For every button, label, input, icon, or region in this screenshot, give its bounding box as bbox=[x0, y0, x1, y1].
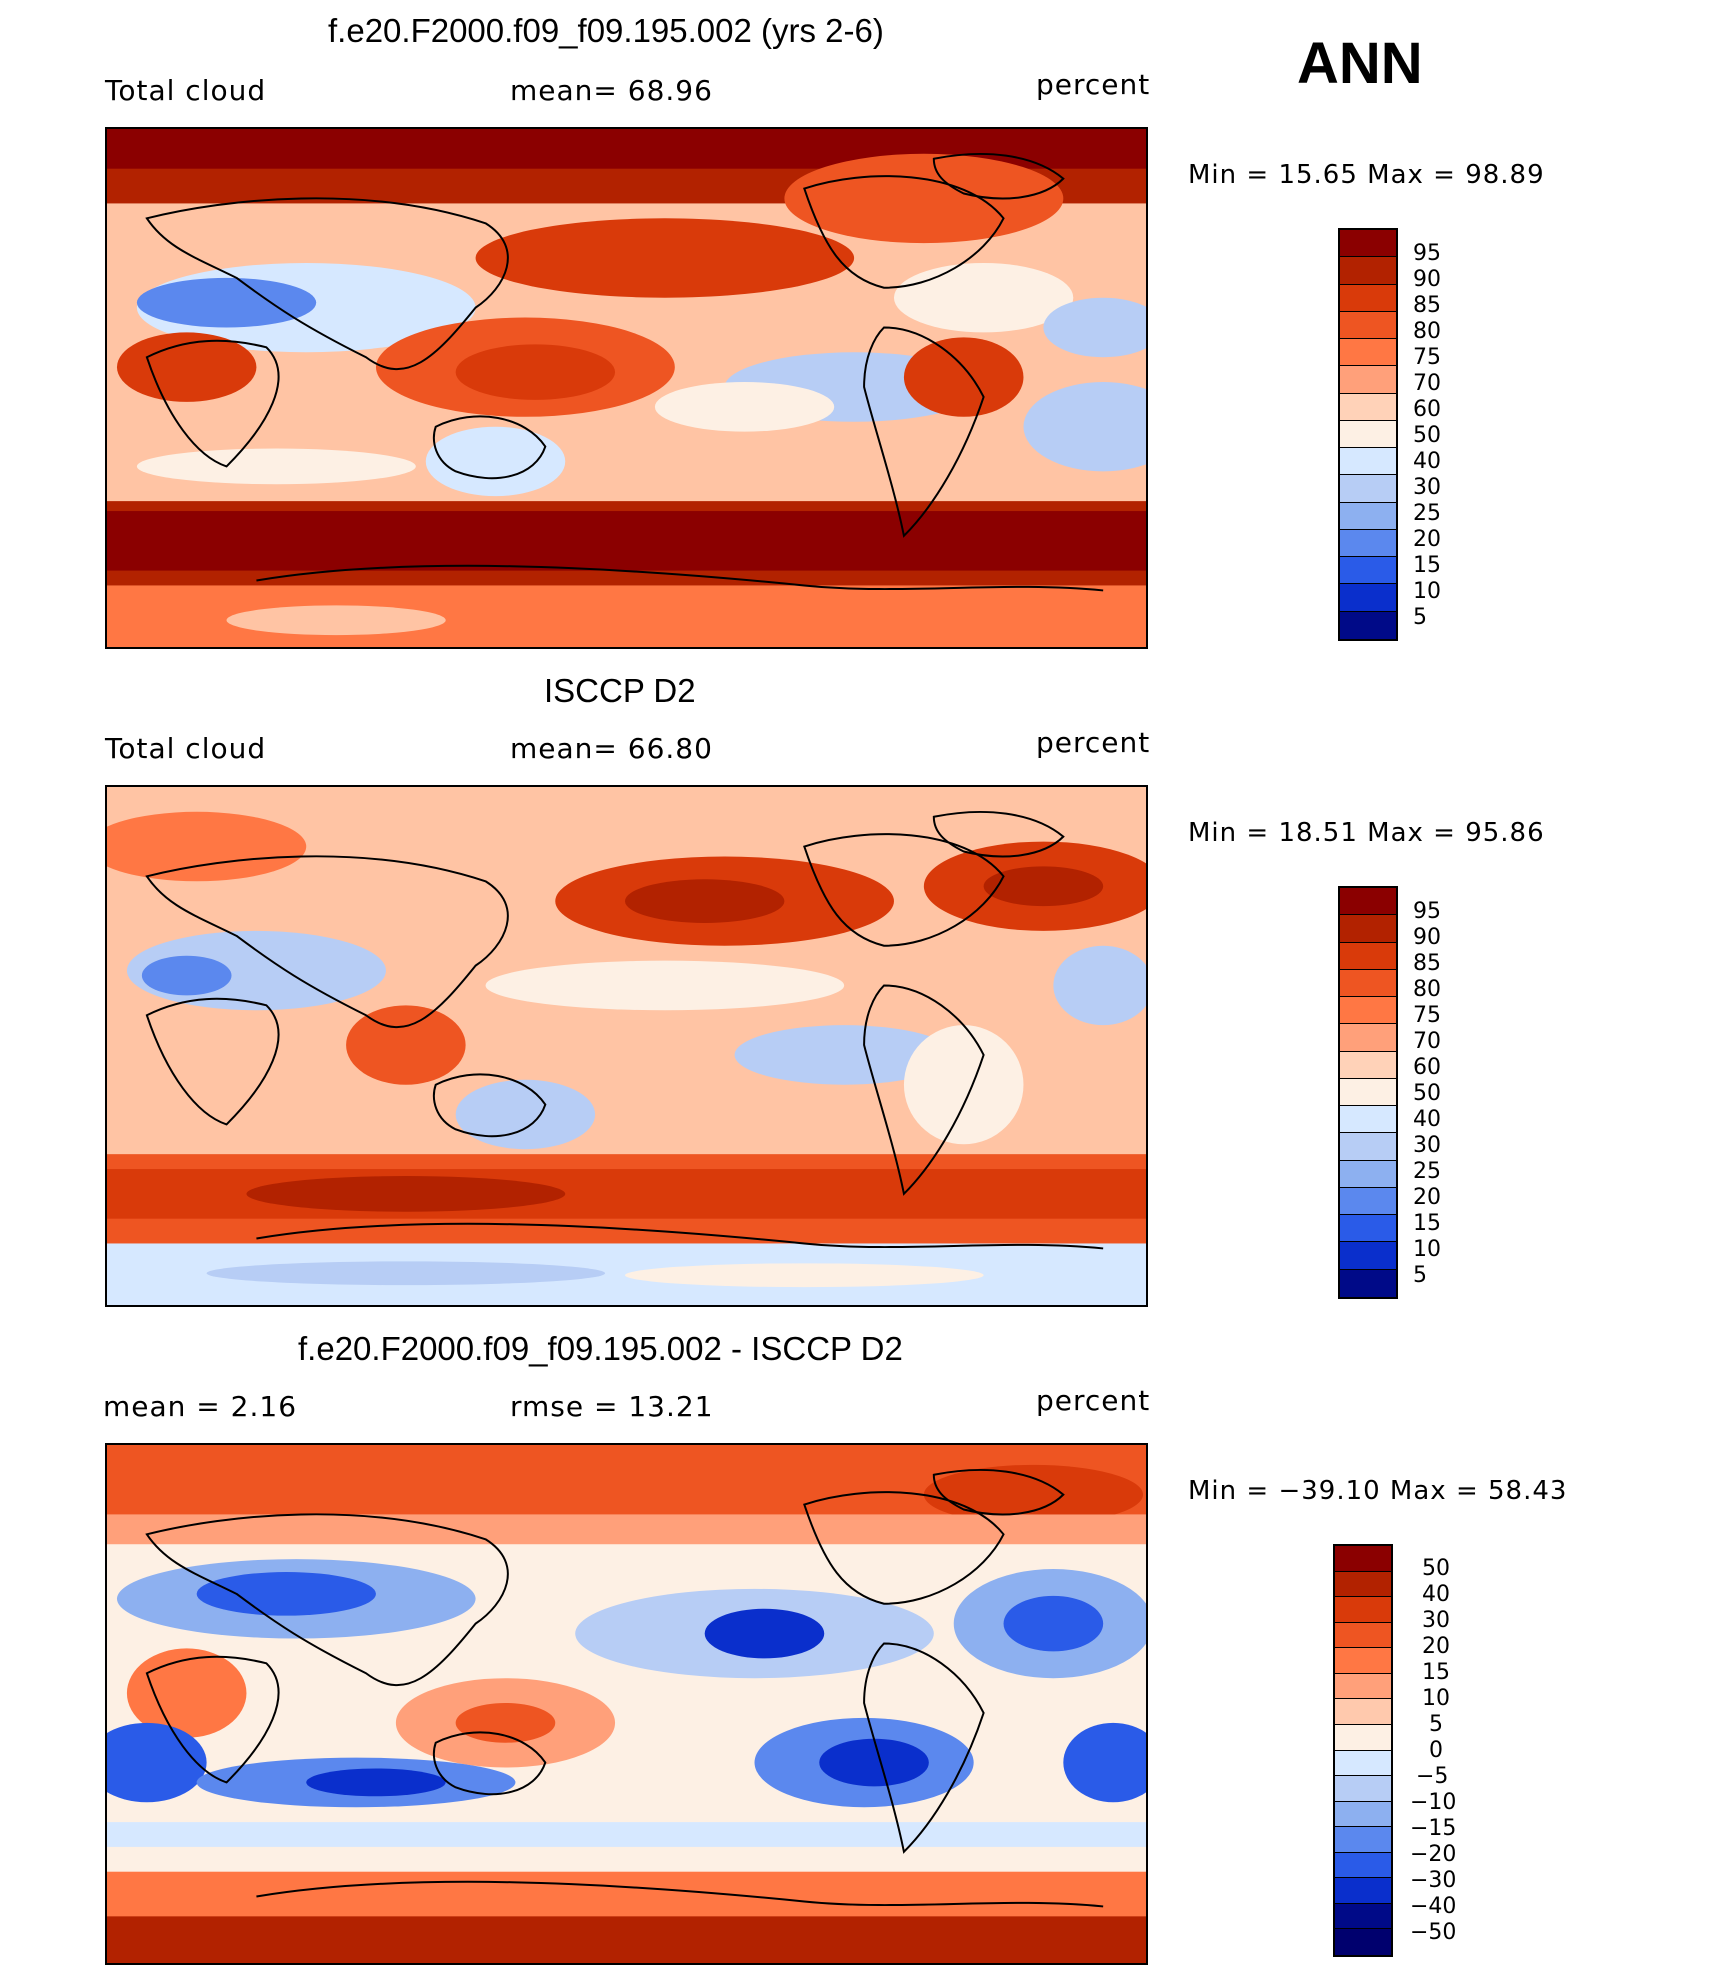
colorbar-tick: 20 bbox=[1422, 1634, 1450, 1659]
panel1-colorbar bbox=[1338, 228, 1398, 641]
colorbar-tick: 85 bbox=[1413, 951, 1441, 976]
colorbar-tick: 5 bbox=[1413, 1263, 1427, 1288]
colorbar-tick: 10 bbox=[1422, 1686, 1450, 1711]
panel3-minmax: Min = −39.10 Max = 58.43 bbox=[1188, 1476, 1568, 1506]
season-label: ANN bbox=[1297, 31, 1423, 96]
colorbar-tick: 10 bbox=[1413, 579, 1441, 604]
colorbar-tick: 75 bbox=[1413, 1003, 1441, 1028]
colorbar-tick: −30 bbox=[1410, 1868, 1457, 1893]
panel2-variable-label: Total cloud bbox=[105, 732, 267, 765]
panel2-colorbar bbox=[1338, 886, 1398, 1299]
colorbar-tick: 15 bbox=[1413, 553, 1441, 578]
panel3-map bbox=[105, 1443, 1148, 1965]
colorbar-tick: 85 bbox=[1413, 293, 1441, 318]
colorbar-tick: 70 bbox=[1413, 1029, 1441, 1054]
colorbar-tick: 95 bbox=[1413, 899, 1441, 924]
colorbar-tick: −50 bbox=[1410, 1920, 1457, 1945]
colorbar-tick: 95 bbox=[1413, 241, 1441, 266]
panel2-mean-label: mean= 66.80 bbox=[510, 732, 713, 765]
colorbar-tick: −20 bbox=[1410, 1842, 1457, 1867]
panel1-units-label: percent bbox=[1036, 68, 1151, 101]
panel3-rmse-label: rmse = 13.21 bbox=[510, 1390, 714, 1423]
colorbar-tick: −15 bbox=[1410, 1816, 1457, 1841]
colorbar-tick: −10 bbox=[1410, 1790, 1457, 1815]
colorbar-tick: 0 bbox=[1429, 1738, 1443, 1763]
panel2-map bbox=[105, 785, 1148, 1307]
colorbar-tick: 60 bbox=[1413, 1055, 1441, 1080]
colorbar-tick: 40 bbox=[1413, 449, 1441, 474]
colorbar-tick: 50 bbox=[1413, 1081, 1441, 1106]
panel3-colorbar bbox=[1333, 1544, 1393, 1957]
panel3-mean-label: mean = 2.16 bbox=[103, 1390, 298, 1423]
panel1-variable-label: Total cloud bbox=[105, 74, 267, 107]
colorbar-tick: 15 bbox=[1422, 1660, 1450, 1685]
panel1-minmax: Min = 15.65 Max = 98.89 bbox=[1188, 160, 1545, 190]
colorbar-tick: 30 bbox=[1413, 475, 1441, 500]
panel2-units-label: percent bbox=[1036, 726, 1151, 759]
panel1-mean-label: mean= 68.96 bbox=[510, 74, 713, 107]
colorbar-tick: 30 bbox=[1413, 1133, 1441, 1158]
colorbar-tick: 10 bbox=[1413, 1237, 1441, 1262]
colorbar-tick: 90 bbox=[1413, 925, 1441, 950]
panel1-contour-field bbox=[107, 129, 1146, 647]
colorbar-tick: 30 bbox=[1422, 1608, 1450, 1633]
colorbar-tick: 25 bbox=[1413, 1159, 1441, 1184]
colorbar-tick: 15 bbox=[1413, 1211, 1441, 1236]
panel2-minmax: Min = 18.51 Max = 95.86 bbox=[1188, 818, 1545, 848]
colorbar-tick: −40 bbox=[1410, 1894, 1457, 1919]
colorbar-tick: 40 bbox=[1413, 1107, 1441, 1132]
colorbar-tick: 90 bbox=[1413, 267, 1441, 292]
colorbar-tick: 5 bbox=[1413, 605, 1427, 630]
colorbar-tick: 50 bbox=[1422, 1556, 1450, 1581]
panel3-contour-field bbox=[107, 1445, 1146, 1963]
colorbar-tick: −5 bbox=[1416, 1764, 1449, 1789]
colorbar-tick: 40 bbox=[1422, 1582, 1450, 1607]
panel3-title: f.e20.F2000.f09_f09.195.002 - ISCCP D2 bbox=[298, 1330, 903, 1367]
panel1-title: f.e20.F2000.f09_f09.195.002 (yrs 2-6) bbox=[328, 12, 884, 49]
colorbar-tick: 80 bbox=[1413, 977, 1441, 1002]
panel2-title: ISCCP D2 bbox=[544, 672, 696, 709]
colorbar-tick: 20 bbox=[1413, 1185, 1441, 1210]
colorbar-tick: 20 bbox=[1413, 527, 1441, 552]
colorbar-tick: 70 bbox=[1413, 371, 1441, 396]
colorbar-tick: 80 bbox=[1413, 319, 1441, 344]
colorbar-tick: 60 bbox=[1413, 397, 1441, 422]
panel3-units-label: percent bbox=[1036, 1384, 1151, 1417]
panel2-contour-field bbox=[107, 787, 1146, 1305]
colorbar-tick: 25 bbox=[1413, 501, 1441, 526]
colorbar-tick: 5 bbox=[1429, 1712, 1443, 1737]
panel1-map bbox=[105, 127, 1148, 649]
colorbar-tick: 50 bbox=[1413, 423, 1441, 448]
colorbar-tick: 75 bbox=[1413, 345, 1441, 370]
